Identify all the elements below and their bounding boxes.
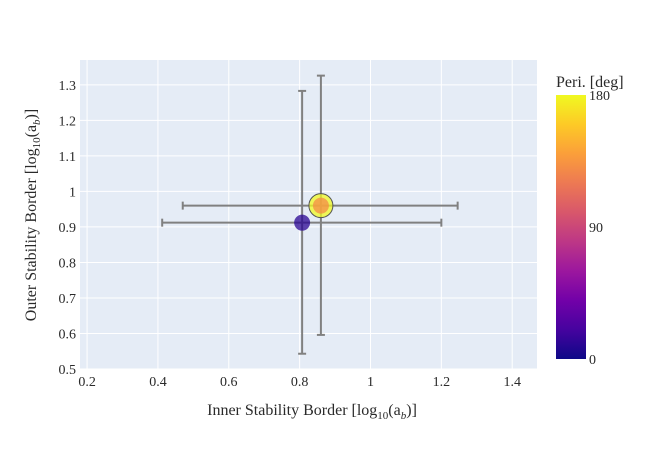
x-tick-label: 1	[367, 375, 374, 390]
x-axis-label: Inner Stability Border [log10(ab)]	[207, 402, 417, 422]
y-tick-label: 1	[69, 185, 76, 200]
y-tick-label: 0.6	[59, 327, 77, 342]
grid-lines	[80, 60, 537, 370]
x-tick-label: 0.6	[220, 375, 238, 390]
colorbar-tick-label: 180	[589, 89, 610, 104]
colorbar-tick-label: 0	[589, 353, 596, 368]
y-tick-label: 0.5	[59, 363, 77, 378]
x-tick-label: 0.4	[149, 375, 167, 390]
data-marks	[161, 74, 459, 355]
y-tick-label: 0.9	[59, 221, 77, 236]
y-tick-label: 0.7	[59, 292, 77, 307]
x-tick-label: 0.8	[291, 375, 309, 390]
colorbar-ticks: 0 90 180	[589, 89, 610, 368]
data-point	[294, 214, 311, 231]
x-tick-label: 1.2	[433, 375, 451, 390]
y-axis-label: Outer Stability Border [log10(ab)]	[23, 109, 43, 321]
colorbar-title: Peri. [deg]	[556, 74, 624, 91]
colorbar-tick-label: 90	[589, 221, 603, 236]
y-tick-label: 0.8	[59, 256, 77, 271]
y-tick-label: 1.1	[59, 150, 77, 165]
x-tick-label: 1.4	[503, 375, 521, 390]
x-tick-label: 0.2	[78, 375, 96, 390]
y-tick-label: 1.2	[59, 114, 77, 129]
colorbar	[556, 95, 586, 359]
data-point	[312, 197, 329, 214]
x-axis-ticks: 0.2 0.4 0.6 0.8 1 1.2 1.4	[78, 375, 521, 390]
y-tick-label: 1.3	[59, 79, 77, 94]
plot-area	[80, 60, 537, 369]
y-axis-ticks: 0.5 0.6 0.7 0.8 0.9 1 1.1 1.2 1.3	[59, 79, 77, 378]
